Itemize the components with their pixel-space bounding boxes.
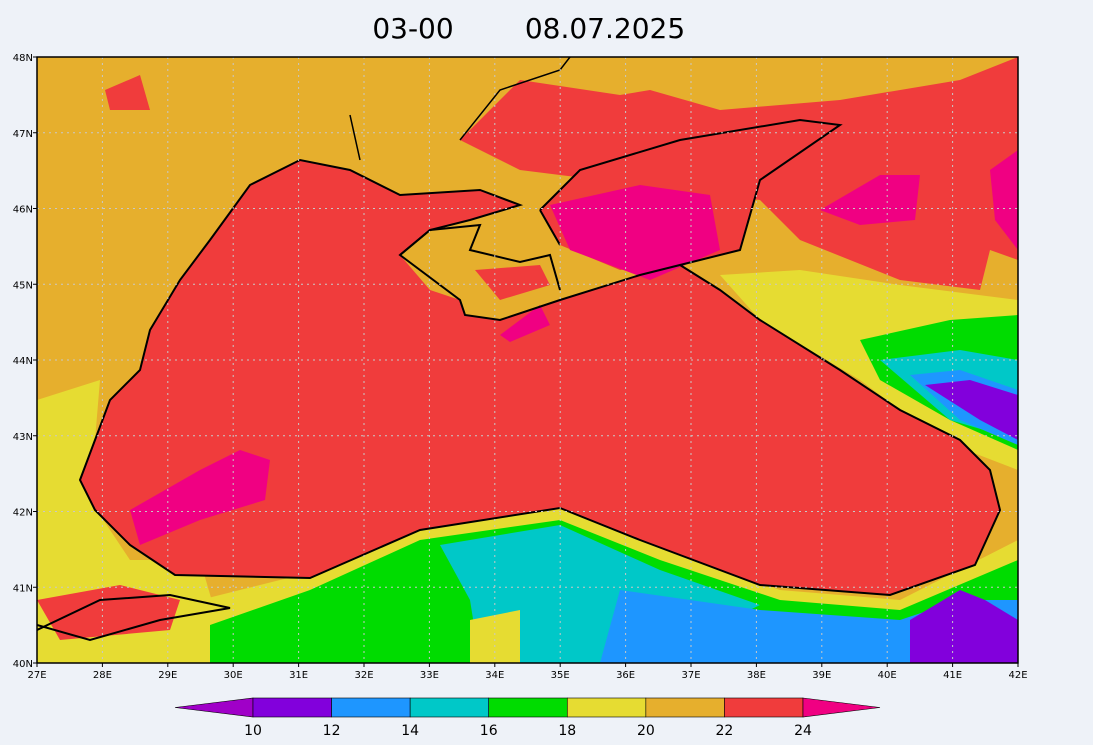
lat-label: 46N: [13, 205, 33, 216]
map-frame: [36, 56, 1019, 664]
lat-label: 40N: [13, 659, 33, 670]
colorbar-label: 22: [716, 723, 734, 739]
lon-label: 34E: [485, 670, 504, 681]
colorbar-segment: [488, 697, 568, 718]
lon-label: 36E: [616, 670, 635, 681]
lon-label: 42E: [1008, 670, 1027, 681]
colorbar-segment: [331, 697, 411, 718]
colorbar-label: 14: [401, 723, 419, 739]
lat-label: 42N: [13, 508, 33, 519]
lat-label: 44N: [13, 356, 33, 367]
lon-label: 29E: [158, 670, 177, 681]
title-time: 03-00: [372, 12, 453, 45]
colorbar: 10 12 14 16 18 20 22 24: [174, 697, 881, 739]
colorbar-arrow: [802, 697, 881, 718]
colorbar-label: 18: [558, 723, 576, 739]
lon-label: 30E: [224, 670, 243, 681]
colorbar-arrow: [174, 697, 254, 718]
colorbar-segment: [409, 697, 490, 718]
lon-label: 41E: [943, 670, 962, 681]
lon-label: 35E: [551, 670, 570, 681]
lon-label: 32E: [354, 670, 373, 681]
lon-label: 38E: [747, 670, 766, 681]
colorbar-segment: [645, 697, 725, 718]
lat-label: 43N: [13, 432, 33, 443]
lon-label: 39E: [812, 670, 831, 681]
lon-label: 28E: [93, 670, 112, 681]
title-date: 08.07.2025: [525, 12, 685, 45]
colorbar-segment: [724, 697, 804, 718]
map-field: [37, 57, 1018, 663]
lon-label: 31E: [289, 670, 308, 681]
lon-label: 27E: [27, 670, 46, 681]
lon-label: 37E: [681, 670, 700, 681]
colorbar-label: 20: [637, 723, 655, 739]
colorbar-label: 24: [794, 723, 812, 739]
lat-label: 48N: [13, 53, 33, 64]
colorbar-label: 12: [323, 723, 341, 739]
lon-label: 33E: [420, 670, 439, 681]
lat-label: 47N: [13, 129, 33, 140]
lon-label: 40E: [878, 670, 897, 681]
colorbar-segment: [252, 697, 332, 718]
colorbar-label: 16: [480, 723, 498, 739]
lat-label: 45N: [13, 280, 33, 291]
colorbar-segment: [566, 697, 647, 718]
lat-label: 41N: [13, 583, 33, 594]
colorbar-label: 10: [244, 723, 262, 739]
